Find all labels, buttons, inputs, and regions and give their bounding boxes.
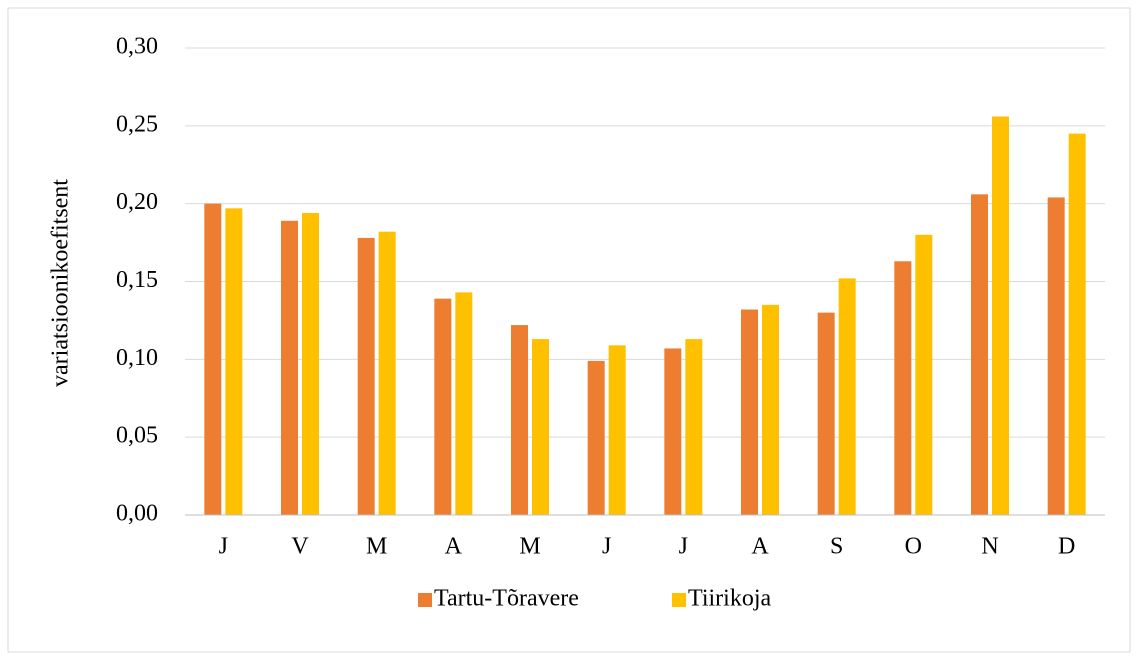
bar (915, 234, 933, 516)
bar (225, 208, 243, 515)
bar (894, 261, 912, 515)
y-tick-label: 0,00 (116, 501, 158, 527)
chart-frame (7, 7, 1131, 653)
bar (741, 309, 758, 515)
legend-label: Tartu-Tõravere (434, 586, 579, 612)
bar (378, 231, 396, 516)
bar (587, 360, 605, 515)
x-tick-label: J (602, 534, 611, 560)
x-tick-label: D (1058, 534, 1075, 560)
x-tick-label: J (679, 534, 688, 560)
y-tick-label: 0,25 (116, 111, 158, 137)
bar (971, 194, 988, 515)
legend-swatch (418, 593, 432, 607)
bar (204, 203, 222, 515)
bar (511, 325, 528, 515)
bar (608, 345, 626, 515)
bar (1047, 197, 1065, 515)
legend-label: Tiirikoja (688, 586, 771, 612)
bar (992, 116, 1009, 515)
y-tick-label: 0,05 (116, 423, 158, 449)
bar (1068, 133, 1086, 515)
x-tick-label: A (751, 534, 769, 560)
x-tick-label: S (830, 534, 843, 560)
bar (357, 237, 375, 515)
y-tick-label: 0,30 (116, 34, 158, 60)
x-tick-label: O (905, 534, 922, 560)
x-tick-label: M (366, 534, 387, 560)
x-tick-label: M (519, 534, 540, 560)
x-tick-label: N (981, 534, 998, 560)
bar (532, 339, 549, 515)
bar (281, 220, 298, 516)
y-tick-label: 0,20 (116, 189, 158, 215)
y-tick-label: 0,15 (116, 267, 158, 293)
bar (434, 298, 452, 515)
bar (685, 339, 703, 515)
bar (762, 304, 779, 515)
bar (817, 312, 835, 515)
y-axis-label: variatsioonikoefitsent (48, 179, 74, 387)
bar (302, 213, 319, 516)
y-tick-label: 0,10 (116, 345, 158, 371)
x-tick-label: A (445, 534, 463, 560)
bar (664, 348, 682, 515)
x-tick-label: V (291, 534, 309, 560)
bar (455, 292, 473, 515)
x-tick-label: J (219, 534, 228, 560)
bar (838, 278, 856, 515)
legend-swatch (672, 593, 686, 607)
